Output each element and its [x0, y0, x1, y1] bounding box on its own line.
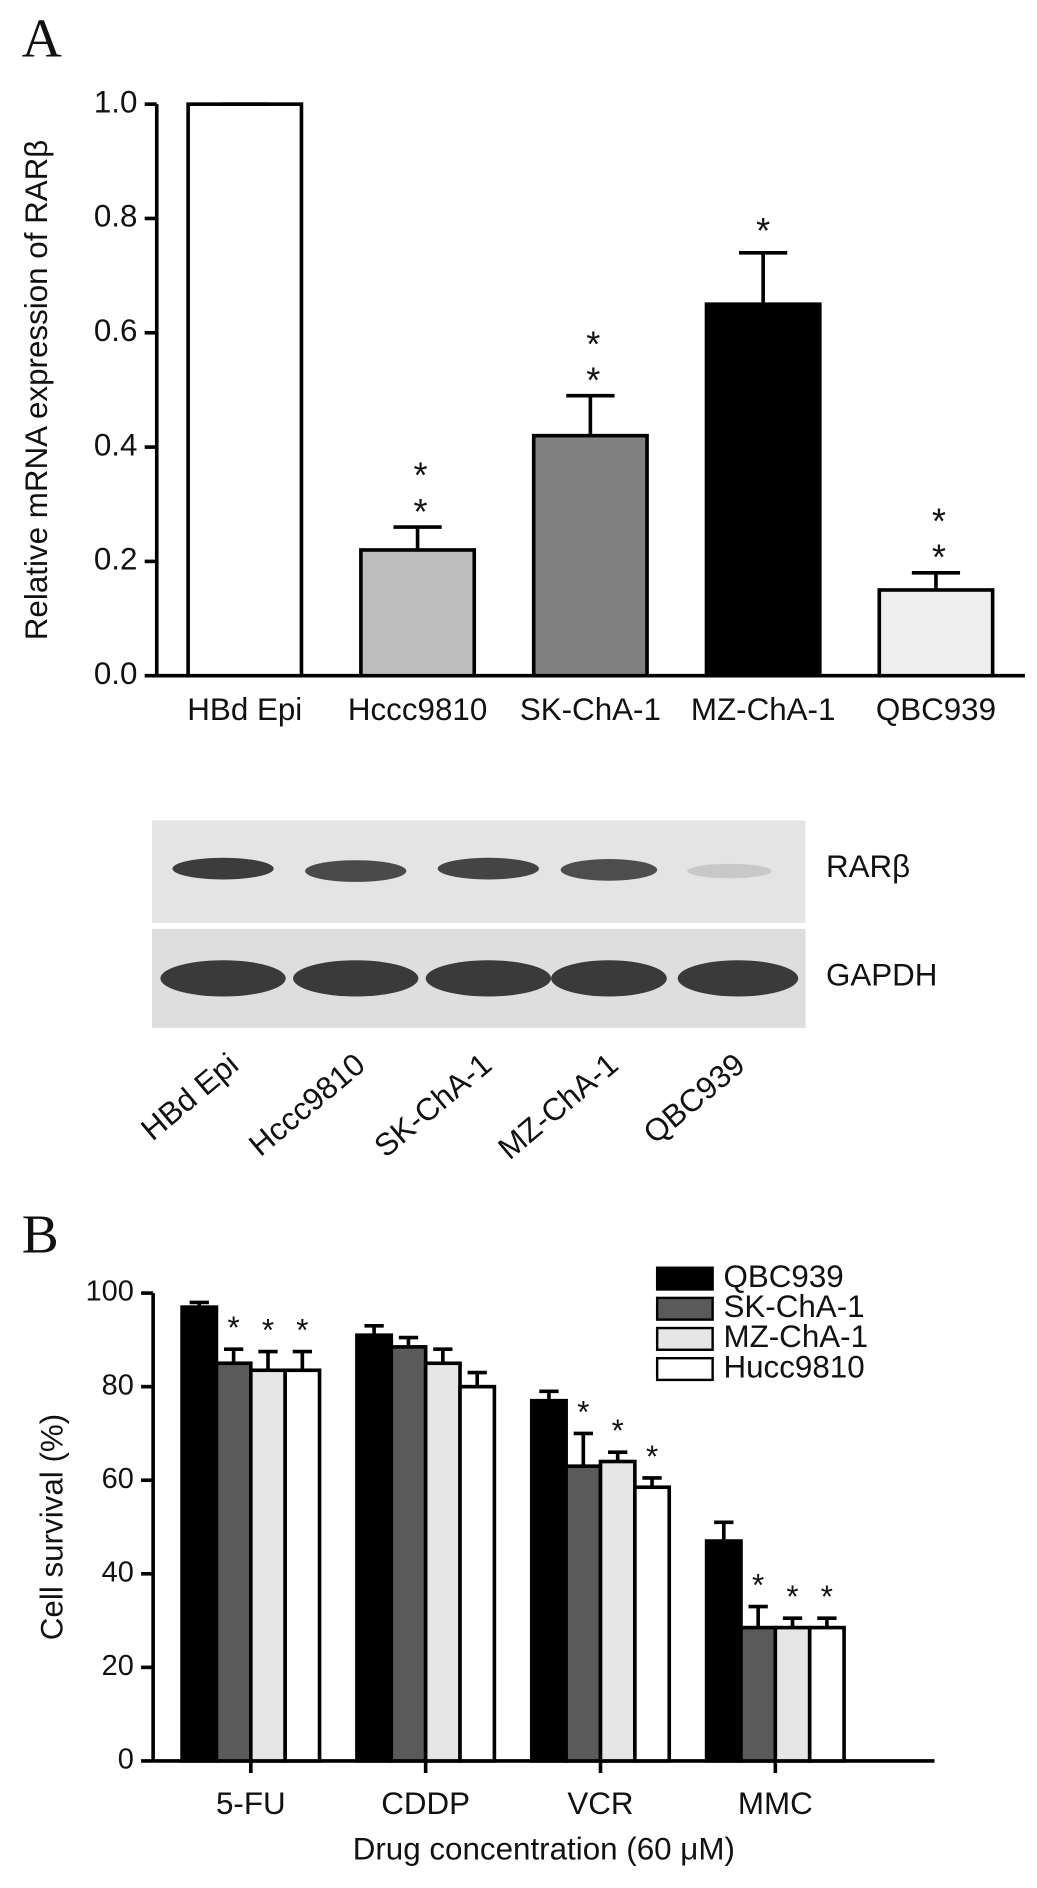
bar [598, 1459, 637, 1763]
band [560, 858, 658, 881]
y-tick-label: 100 [86, 1276, 134, 1308]
bar [458, 1384, 497, 1763]
band [551, 960, 667, 997]
bar [359, 548, 477, 678]
bar [249, 1368, 287, 1763]
panel-label: B [22, 1204, 59, 1265]
y-tick-label: 0 [118, 1744, 134, 1776]
band [677, 960, 799, 997]
y-tick-label: 0.4 [94, 427, 138, 462]
bar [633, 1485, 672, 1763]
x-axis-label: Drug concentration (60 μM) [353, 1832, 735, 1867]
y-tick-label: 80 [102, 1369, 134, 1401]
panel-label: A [22, 8, 62, 69]
significance: * [756, 210, 770, 251]
y-axis-label: Relative mRNA expression of RARβ [19, 140, 54, 641]
band [305, 860, 407, 882]
bar [423, 1361, 462, 1763]
x-tick-label: Hccc9810 [348, 692, 487, 727]
bar [739, 1625, 778, 1763]
bar [704, 302, 822, 678]
bar [186, 102, 304, 678]
x-tick-label: HBd Epi [187, 692, 302, 727]
y-tick-label: 0.2 [94, 542, 138, 577]
legend-swatch [655, 1356, 714, 1382]
legend-label: QBC939 [723, 1259, 843, 1294]
x-tick-label: MMC [738, 1786, 813, 1821]
significance: * [262, 1313, 274, 1348]
bar [214, 1361, 253, 1763]
y-tick-label: 0.6 [94, 313, 138, 348]
legend-swatch [655, 1326, 714, 1351]
x-tick-label: MZ-ChA-1 [691, 692, 836, 727]
legend-label: Hucc9810 [723, 1349, 864, 1384]
significance: ** [573, 323, 614, 395]
x-tick-label: SK-ChA-1 [520, 692, 661, 727]
bar [355, 1333, 394, 1763]
significance: * [612, 1413, 624, 1448]
significance: ** [918, 500, 959, 572]
bar [283, 1368, 322, 1763]
x-tick-label: CDDP [381, 1786, 470, 1821]
y-tick-label: 20 [102, 1650, 134, 1682]
bar [389, 1345, 428, 1763]
y-axis-label: Cell survival (%) [35, 1414, 70, 1640]
significance: * [646, 1439, 658, 1474]
legend-label: MZ-ChA-1 [723, 1319, 868, 1354]
significance: * [296, 1313, 308, 1348]
x-tick-label: 5-FU [216, 1786, 286, 1821]
legend-label: SK-ChA-1 [723, 1289, 864, 1324]
blot-row-label: GAPDH [826, 957, 937, 992]
y-tick-label: 0.8 [94, 199, 138, 234]
bar [807, 1625, 846, 1763]
bar [773, 1625, 812, 1763]
band [425, 960, 552, 997]
y-tick-label: 40 [102, 1556, 134, 1588]
legend-swatch [655, 1266, 714, 1291]
significance: * [786, 1579, 798, 1614]
band [293, 960, 419, 997]
y-tick-label: 0.0 [94, 656, 138, 691]
band [687, 863, 772, 879]
band [437, 857, 539, 880]
band [172, 857, 274, 880]
band [160, 960, 286, 997]
bar [531, 433, 649, 678]
bar [529, 1398, 568, 1763]
x-tick-label: QBC939 [876, 692, 996, 727]
significance: * [752, 1568, 764, 1603]
bar [564, 1464, 603, 1763]
legend-swatch [655, 1296, 714, 1321]
y-tick-label: 60 [102, 1463, 134, 1495]
significance: ** [400, 455, 441, 527]
bar [877, 588, 995, 678]
significance: * [228, 1310, 240, 1345]
bar [180, 1305, 219, 1763]
significance: * [821, 1579, 833, 1614]
bar [704, 1539, 743, 1763]
y-tick-label: 1.0 [94, 84, 138, 119]
significance: * [577, 1394, 589, 1429]
x-tick-label: VCR [567, 1786, 633, 1821]
blot-row-label: RARβ [826, 849, 910, 884]
